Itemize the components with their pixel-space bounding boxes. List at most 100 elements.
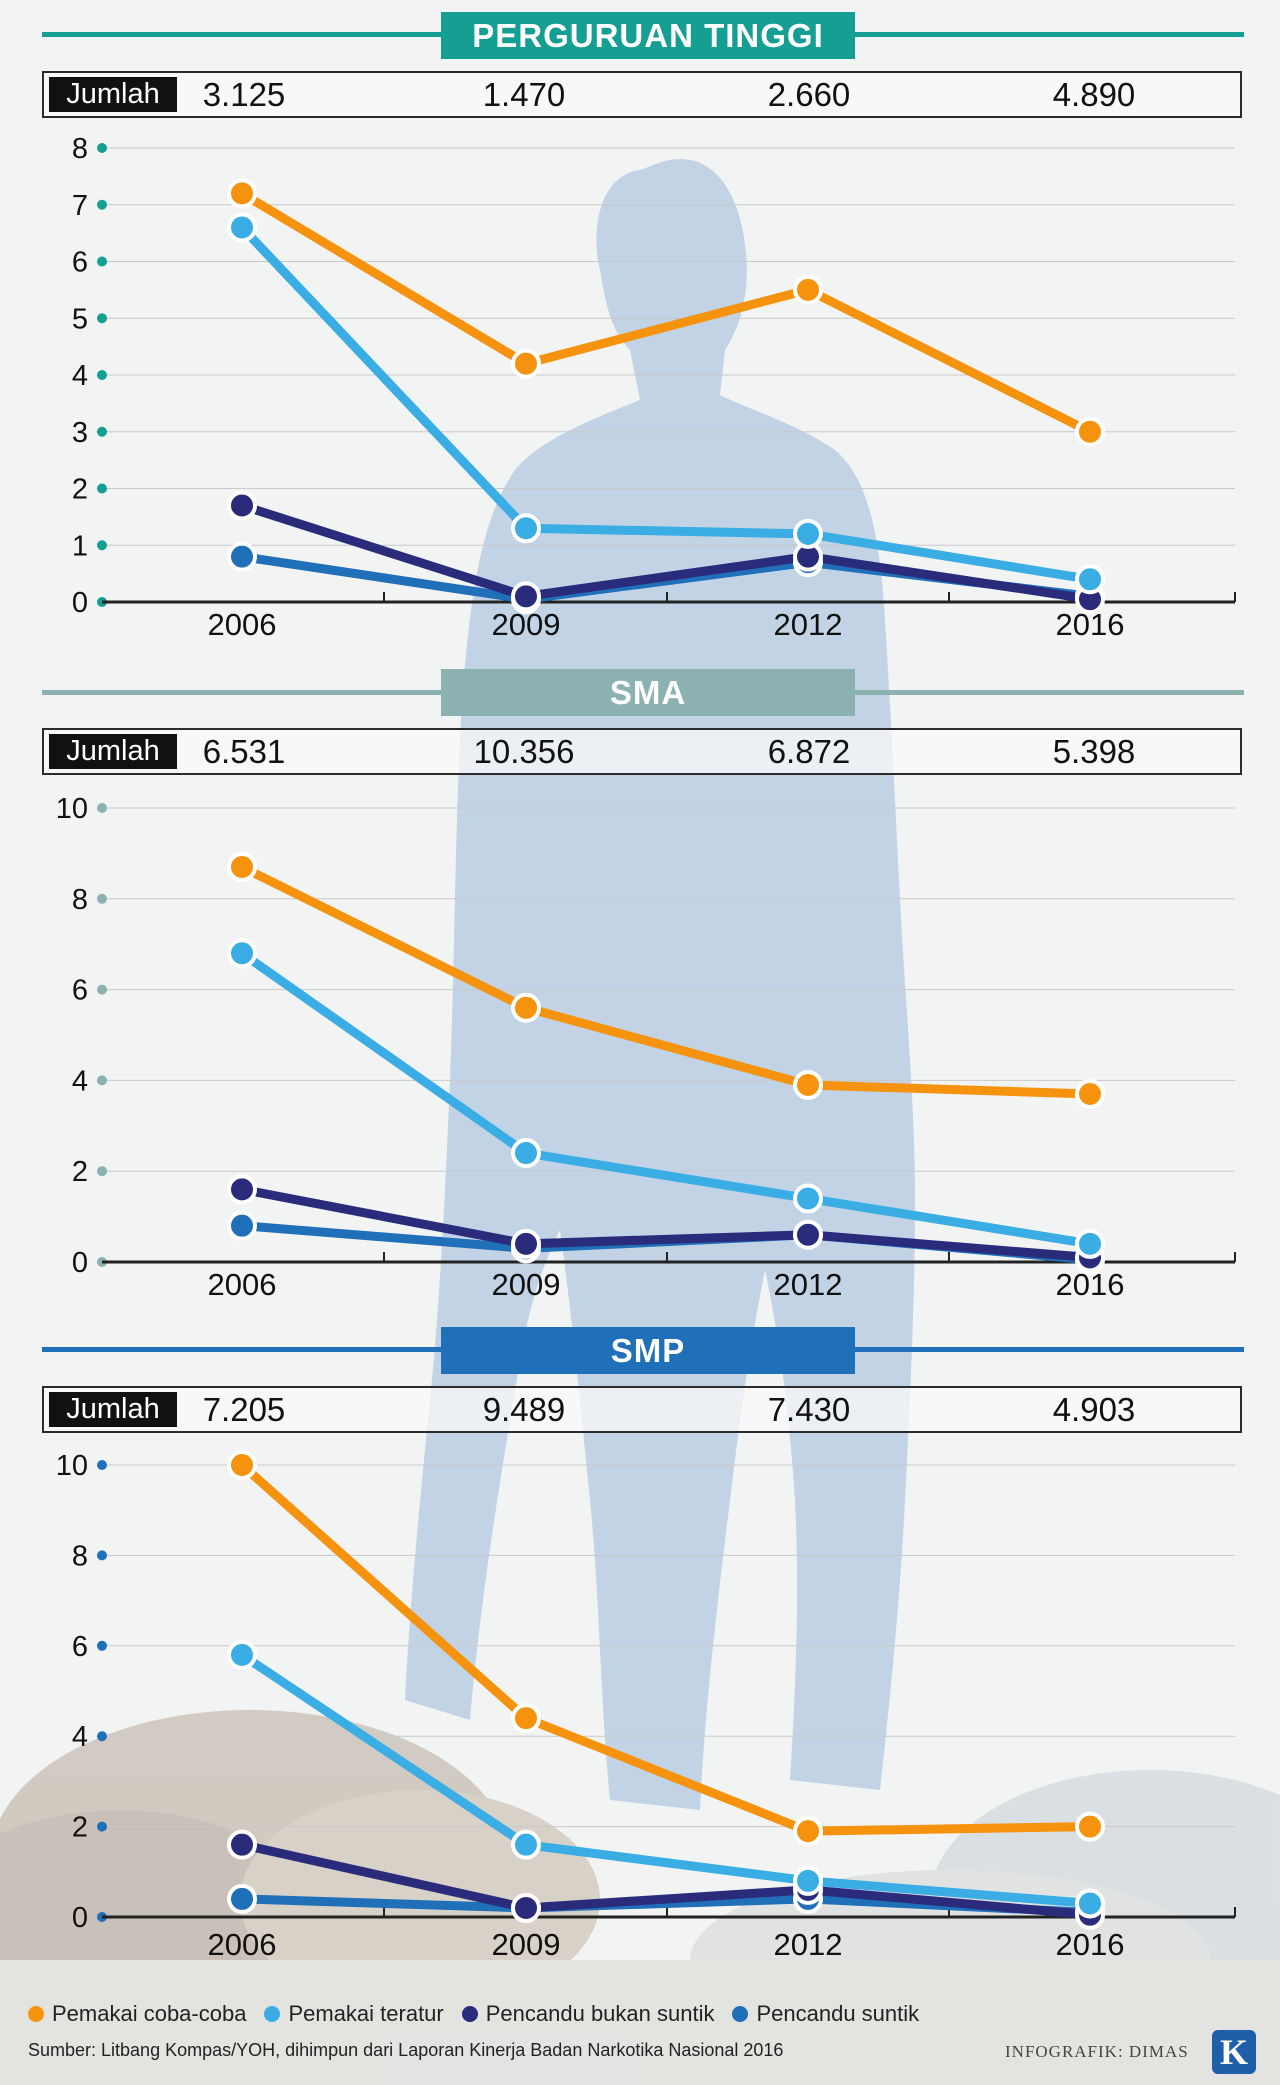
line-chart-smp: 0 2 4 6 8 10 2006 2009 2012 2016 (56, 1450, 1236, 1962)
y-tick-label: 10 (56, 793, 88, 825)
y-tick-dot (97, 1550, 107, 1561)
data-point (1075, 564, 1105, 595)
data-point (511, 348, 541, 379)
y-tick-label: 4 (72, 1065, 88, 1097)
kompas-logo-icon: K (1212, 2030, 1256, 2074)
jumlah-value-2012: 6.872 (767, 733, 851, 770)
jumlah-value-2016: 4.903 (1052, 1391, 1136, 1428)
data-point (1075, 1888, 1105, 1919)
data-point (511, 1892, 541, 1923)
y-tick-label: 0 (72, 1247, 88, 1279)
y-tick-dot (97, 426, 107, 437)
x-tick-label: 2006 (208, 607, 277, 642)
data-point (793, 1183, 823, 1214)
jumlah-value-2006: 3.125 (202, 76, 286, 113)
data-point (511, 1829, 541, 1860)
data-point (227, 1450, 257, 1480)
source-note: Sumber: Litbang Kompas/YOH, dihimpun dar… (28, 2040, 784, 2060)
jumlah-value-2012: 2.660 (767, 76, 851, 113)
data-point (227, 178, 257, 209)
y-tick-dot (97, 313, 107, 324)
legend-dot-icon (28, 2006, 44, 2022)
y-tick-dot (97, 1075, 107, 1086)
jumlah-value-2009: 1.470 (482, 76, 566, 113)
legend-item-pemakai-coba-coba: Pemakai coba-coba (28, 2001, 246, 2027)
y-tick-dot (97, 370, 107, 380)
data-point (1075, 1079, 1105, 1110)
y-tick-label: 2 (72, 1156, 88, 1188)
series-line (237, 1460, 1095, 1836)
series-line (237, 1840, 1095, 1920)
y-tick-dot (97, 540, 107, 551)
jumlah-value-2009: 10.356 (473, 733, 575, 770)
y-tick-label: 6 (72, 247, 88, 279)
data-point (793, 1816, 823, 1847)
data-point (511, 1703, 541, 1734)
y-tick-dot (97, 803, 107, 813)
legend-label: Pemakai coba-coba (52, 2001, 247, 2026)
y-tick-label: 8 (72, 133, 88, 165)
data-point (511, 1138, 541, 1169)
jumlah-row: Jumlah 6.531 10.356 6.872 5.398 (42, 728, 1242, 775)
legend-item-pencandu-suntik: Pencandu suntik (732, 2001, 919, 2027)
data-point (793, 1219, 823, 1250)
data-point (511, 1228, 541, 1259)
y-tick-label: 10 (56, 1450, 88, 1482)
legend-item-pemakai-teratur: Pemakai teratur (264, 2001, 444, 2027)
data-point (227, 1639, 257, 1670)
y-tick-dot (97, 1460, 107, 1470)
legend-item-pencandu-bukan-suntik: Pencandu bukan suntik (461, 2001, 714, 2027)
data-point (227, 541, 257, 572)
series-line (237, 501, 1095, 604)
y-tick-label: 2 (72, 1812, 88, 1844)
y-tick-label: 1 (72, 530, 88, 562)
jumlah-value-2016: 5.398 (1052, 733, 1136, 770)
data-point (793, 1069, 823, 1100)
data-point (1075, 416, 1105, 447)
y-tick-label: 4 (72, 1721, 88, 1753)
y-tick-label: 0 (72, 587, 88, 619)
x-tick-label: 2009 (492, 1927, 561, 1962)
legend-dot-icon (732, 2006, 749, 2022)
y-tick-dot (97, 143, 107, 153)
data-point (1075, 1811, 1105, 1842)
legend: Pemakai coba-coba Pemakai teratur Pencan… (28, 1998, 1228, 2030)
x-tick-label: 2009 (492, 1267, 561, 1302)
x-tick-label: 2006 (208, 1927, 277, 1962)
data-point (511, 513, 541, 544)
data-point (1075, 1228, 1105, 1259)
panel-title: SMA (441, 669, 855, 716)
y-tick-label: 2 (72, 474, 88, 506)
series-line (237, 862, 1095, 1099)
data-point (511, 581, 541, 612)
series-line (237, 1184, 1095, 1262)
jumlah-value-2012: 7.430 (767, 1391, 851, 1428)
rubble-pile (0, 1710, 1280, 2085)
legend-label: Pemakai teratur (288, 2001, 444, 2026)
jumlah-value-2006: 6.531 (202, 733, 286, 770)
y-tick-label: 8 (72, 1540, 88, 1572)
panel-title: PERGURUAN TINGGI (441, 12, 855, 59)
y-tick-dot (97, 199, 107, 210)
y-tick-dot (97, 483, 107, 494)
y-tick-dot (97, 1821, 107, 1832)
jumlah-value-2006: 7.205 (202, 1391, 286, 1428)
jumlah-label: Jumlah (49, 1392, 177, 1427)
panel-title: SMP (441, 1327, 855, 1374)
data-point (227, 212, 257, 243)
data-point (227, 852, 257, 883)
y-tick-label: 6 (72, 1631, 88, 1663)
legend-dot-icon (264, 2006, 281, 2022)
y-tick-label: 0 (72, 1902, 88, 1934)
jumlah-value-2016: 4.890 (1052, 76, 1136, 113)
series-line (237, 1650, 1095, 1908)
x-tick-label: 2012 (774, 1927, 843, 1962)
data-point (793, 274, 823, 305)
y-tick-dot (97, 984, 107, 995)
jumlah-label: Jumlah (49, 77, 177, 112)
data-point (227, 1174, 257, 1205)
y-tick-label: 6 (72, 975, 88, 1007)
data-point (227, 490, 257, 521)
y-tick-label: 4 (72, 360, 88, 392)
y-tick-dot (97, 256, 107, 267)
